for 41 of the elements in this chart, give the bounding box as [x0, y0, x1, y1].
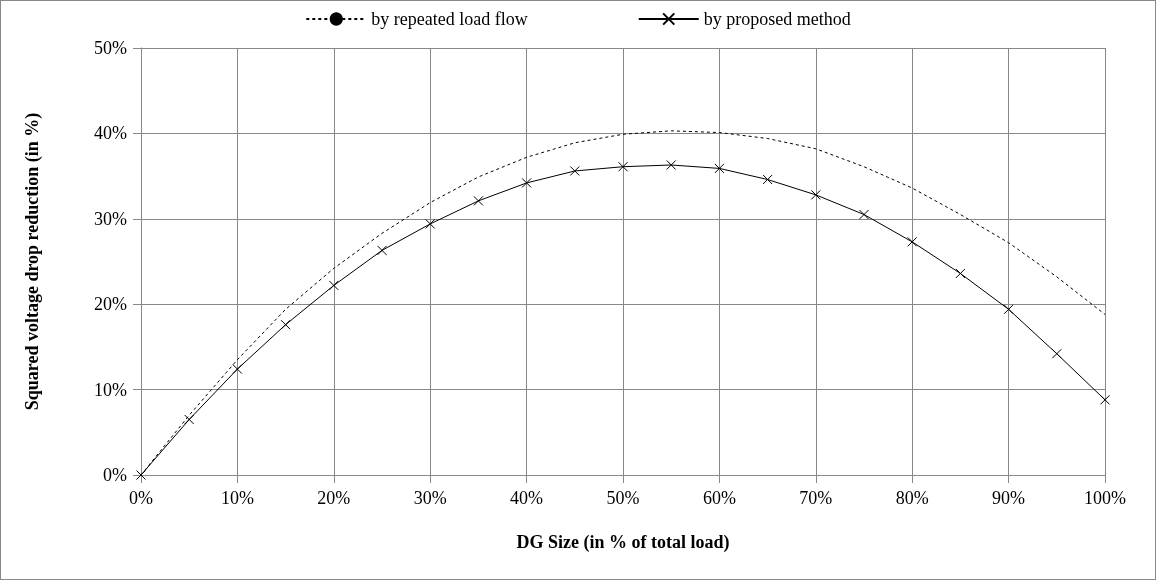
legend-label: by proposed method: [703, 9, 851, 29]
point: [762, 174, 773, 185]
point: [377, 245, 387, 256]
x-tick-label: 0%: [129, 488, 153, 508]
x-tick-label: 40%: [510, 488, 544, 508]
legend-label: by repeated load flow: [371, 9, 528, 29]
y-tick-label: 30%: [94, 208, 127, 229]
point: [955, 268, 966, 279]
x-tick-label: 90%: [992, 488, 1026, 508]
x-axis-title: DG Size (in % of total load): [516, 532, 730, 553]
point: [184, 414, 195, 425]
point: [810, 189, 821, 200]
x-tick-label: 30%: [413, 488, 447, 508]
x-tick-label: 50%: [606, 488, 640, 508]
point: [473, 195, 484, 206]
point: [521, 177, 532, 188]
x-tick-label: 20%: [317, 488, 351, 508]
y-tick-label: 50%: [94, 38, 127, 58]
point: [666, 160, 677, 170]
x-tick-label: 100%: [1084, 488, 1126, 508]
point: [618, 161, 628, 172]
x-tick-label: 60%: [702, 488, 736, 508]
point: [569, 165, 580, 176]
point: [1003, 304, 1014, 315]
point: [1100, 394, 1110, 405]
y-tick-label: 0%: [103, 465, 127, 485]
point: [1051, 348, 1062, 359]
x-tick-label: 70%: [799, 488, 833, 508]
point: [280, 319, 291, 330]
y-tick-label: 20%: [94, 294, 127, 315]
x-tick-label: 80%: [895, 488, 929, 508]
point: [714, 163, 725, 174]
x-tick-label: 10%: [220, 488, 254, 508]
point: [859, 209, 869, 220]
point: [907, 236, 918, 247]
point: [425, 218, 436, 229]
y-tick-label: 40%: [94, 123, 127, 144]
point: [328, 280, 339, 291]
y-tick-label: 10%: [94, 379, 127, 400]
point: [232, 364, 243, 375]
y-axis-title: Squared voltage drop reduction (in %): [22, 112, 43, 411]
